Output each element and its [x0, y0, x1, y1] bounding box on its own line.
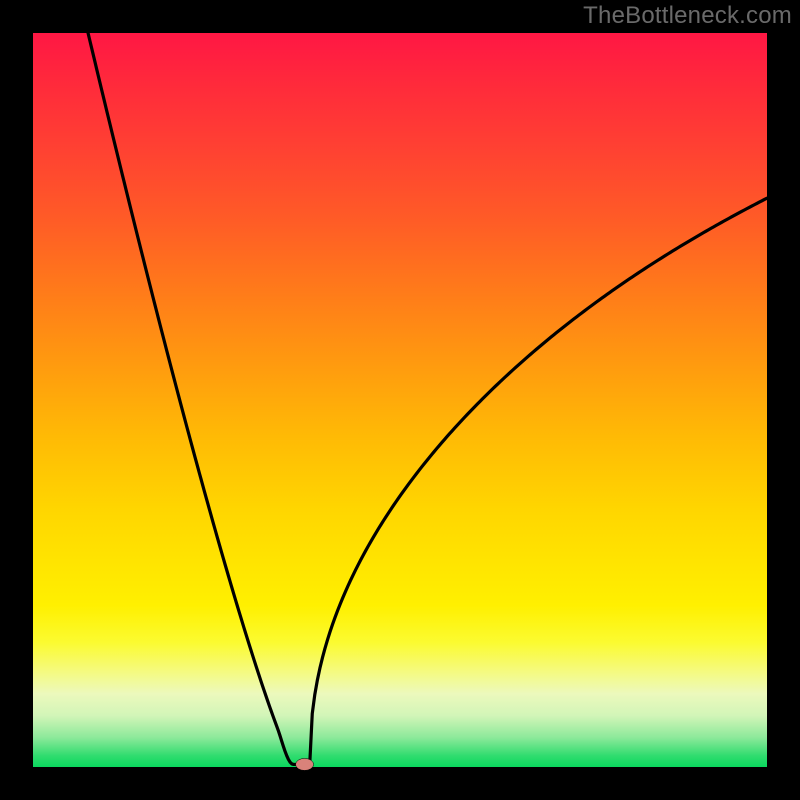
- optimal-marker: [296, 758, 314, 770]
- plot-area: [33, 33, 767, 767]
- chart-container: TheBottleneck.com: [0, 0, 800, 800]
- watermark-text: TheBottleneck.com: [583, 2, 792, 30]
- bottleneck-chart: [0, 0, 800, 800]
